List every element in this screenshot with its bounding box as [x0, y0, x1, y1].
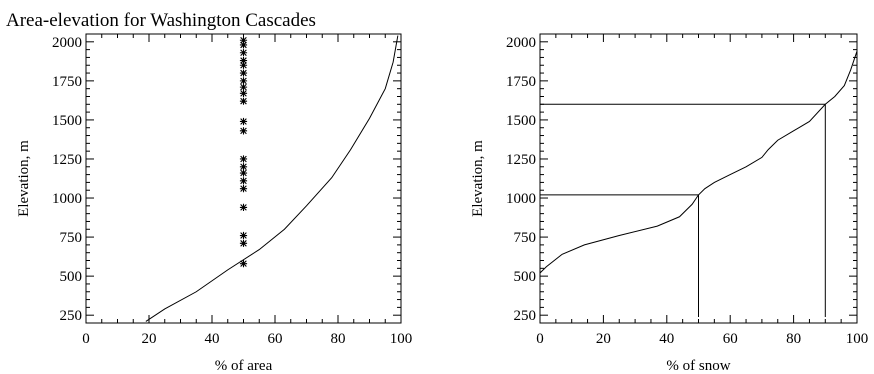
left-panel: 0 20 40 60 80 100 250 500 750 1000 1250 1500 1750 200… — [16, 33, 413, 374]
p0-asterisk-point — [239, 49, 248, 57]
p0-asterisk-point — [239, 239, 248, 247]
p0-asterisk-point — [239, 127, 248, 135]
p1-x-tick-label: 100 — [846, 331, 869, 347]
chart-title: Area-elevation for Washington Cascades — [6, 10, 316, 31]
p1-y-tick-label: 1750 — [506, 74, 536, 90]
p1-x-tick-label: 0 — [536, 331, 544, 347]
p1-y-tick-label: 500 — [514, 269, 537, 285]
p0-plot-area — [145, 35, 399, 322]
p0-asterisk-point — [239, 77, 248, 85]
p0-asterisk-point — [239, 260, 248, 268]
p0-y-tick-label: 250 — [60, 308, 83, 324]
p0-asterisk-point — [239, 117, 248, 126]
p1-x-tick-label: 20 — [596, 331, 611, 347]
right-panel: 0 20 40 60 80 100 250 500 750 1000 1250 1500 1750 200… — [470, 33, 869, 374]
p1-plot-area — [540, 51, 857, 274]
p1-y-axis-label: Elevation, m — [470, 140, 486, 217]
p1-x-tick-label: 80 — [786, 331, 801, 347]
p0-y-tick-label: 750 — [60, 230, 83, 246]
p0-asterisk-point — [239, 83, 248, 91]
p0-x-tick-label: 0 — [82, 331, 90, 347]
p0-asterisk-point — [239, 163, 248, 171]
p0-asterisk-point — [239, 41, 248, 49]
p0-y-tick-label: 1250 — [52, 152, 82, 168]
p0-y-tick-label: 500 — [60, 269, 83, 285]
p1-y-tick-label: 250 — [514, 308, 537, 324]
p0-asterisk-point — [239, 56, 248, 65]
p1-x-tick-label: 60 — [723, 331, 738, 347]
p0-asterisk-point — [239, 36, 248, 44]
p0-asterisk-point — [239, 89, 248, 97]
p1-y-tick-label: 1000 — [506, 191, 536, 207]
p0-x-tick-label: 60 — [268, 331, 283, 347]
p0-x-tick-label: 20 — [142, 331, 157, 347]
p0-asterisk-point — [239, 155, 248, 163]
p0-x-axis-label: % of area — [215, 358, 273, 374]
p0-x-tick-label: 100 — [390, 331, 413, 347]
p0-asterisk-point — [239, 169, 248, 177]
p1-y-tick-label: 2000 — [506, 35, 536, 51]
p0-asterisk-point — [239, 203, 248, 211]
p0-asterisk-point — [239, 231, 248, 240]
p0-y-tick-label: 1750 — [52, 74, 82, 90]
p0-asterisk-point — [239, 61, 248, 69]
p0-y-tick-label: 1500 — [52, 113, 82, 129]
p0-x-tick-label: 80 — [331, 331, 346, 347]
p0-y-axis-label: Elevation, m — [16, 140, 32, 217]
p0-x-tick-label: 40 — [205, 331, 220, 347]
p0-y-tick-label: 2000 — [52, 35, 82, 51]
p1-x-tick-label: 40 — [659, 331, 674, 347]
p0-y-tick-label: 1000 — [52, 191, 82, 207]
p1-y-tick-label: 1250 — [506, 152, 536, 168]
p0-asterisk-point — [239, 97, 248, 105]
p1-y-tick-label: 750 — [514, 230, 537, 246]
p1-x-axis-label: % of snow — [666, 358, 730, 374]
p0-series-line-0 — [145, 35, 399, 322]
p1-series-line-0 — [540, 51, 857, 274]
p0-asterisk-point — [239, 177, 248, 185]
p0-asterisk-point — [239, 69, 248, 77]
p0-asterisk-point — [239, 185, 248, 193]
p1-y-tick-label: 1500 — [506, 113, 536, 129]
